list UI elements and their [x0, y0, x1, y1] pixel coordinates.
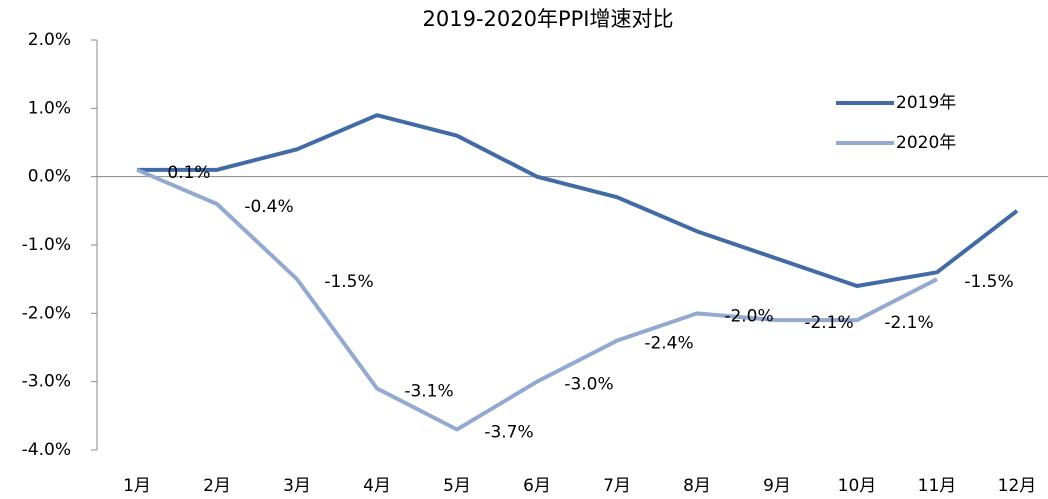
x-tick-label: 1月 [123, 476, 151, 496]
y-tick-label: -1.0% [22, 235, 71, 255]
data-label: 0.1% [167, 163, 210, 183]
x-tick-label: 6月 [523, 476, 551, 496]
x-tick-label: 2月 [203, 476, 231, 496]
data-label: -3.7% [484, 423, 533, 443]
x-tick-label: 3月 [283, 476, 311, 496]
chart-title: 2019-2020年PPI增速对比 [423, 7, 674, 31]
data-label: -0.4% [244, 197, 293, 217]
series-line [136, 167, 938, 432]
x-tick-label: 11月 [918, 476, 957, 496]
x-tick-label: 8月 [683, 476, 711, 496]
series-line [137, 113, 1019, 288]
y-tick-label: 1.0% [28, 98, 71, 118]
x-tick-label: 7月 [603, 476, 631, 496]
x-tick-label: 12月 [998, 476, 1037, 496]
y-tick-label: -3.0% [22, 372, 71, 392]
legend-label: 2020年 [896, 133, 956, 153]
x-tick-label: 9月 [763, 476, 791, 496]
y-tick-label: -4.0% [22, 440, 71, 460]
data-label: -1.5% [964, 272, 1013, 292]
x-tick-label: 5月 [443, 476, 471, 496]
data-label: -1.5% [324, 272, 373, 292]
y-tick-label: -2.0% [22, 303, 71, 323]
data-label: -3.0% [564, 375, 613, 395]
data-label: -2.0% [724, 306, 773, 326]
data-label: -2.1% [804, 313, 853, 333]
y-tick-label: 2.0% [28, 30, 71, 50]
legend-label: 2019年 [896, 93, 956, 113]
x-tick-label: 10月 [838, 476, 877, 496]
data-label: -2.1% [884, 313, 933, 333]
data-label: -2.4% [644, 334, 693, 354]
data-label: -3.1% [404, 382, 453, 402]
y-tick-label: 0.0% [28, 167, 71, 187]
x-tick-label: 4月 [363, 476, 391, 496]
